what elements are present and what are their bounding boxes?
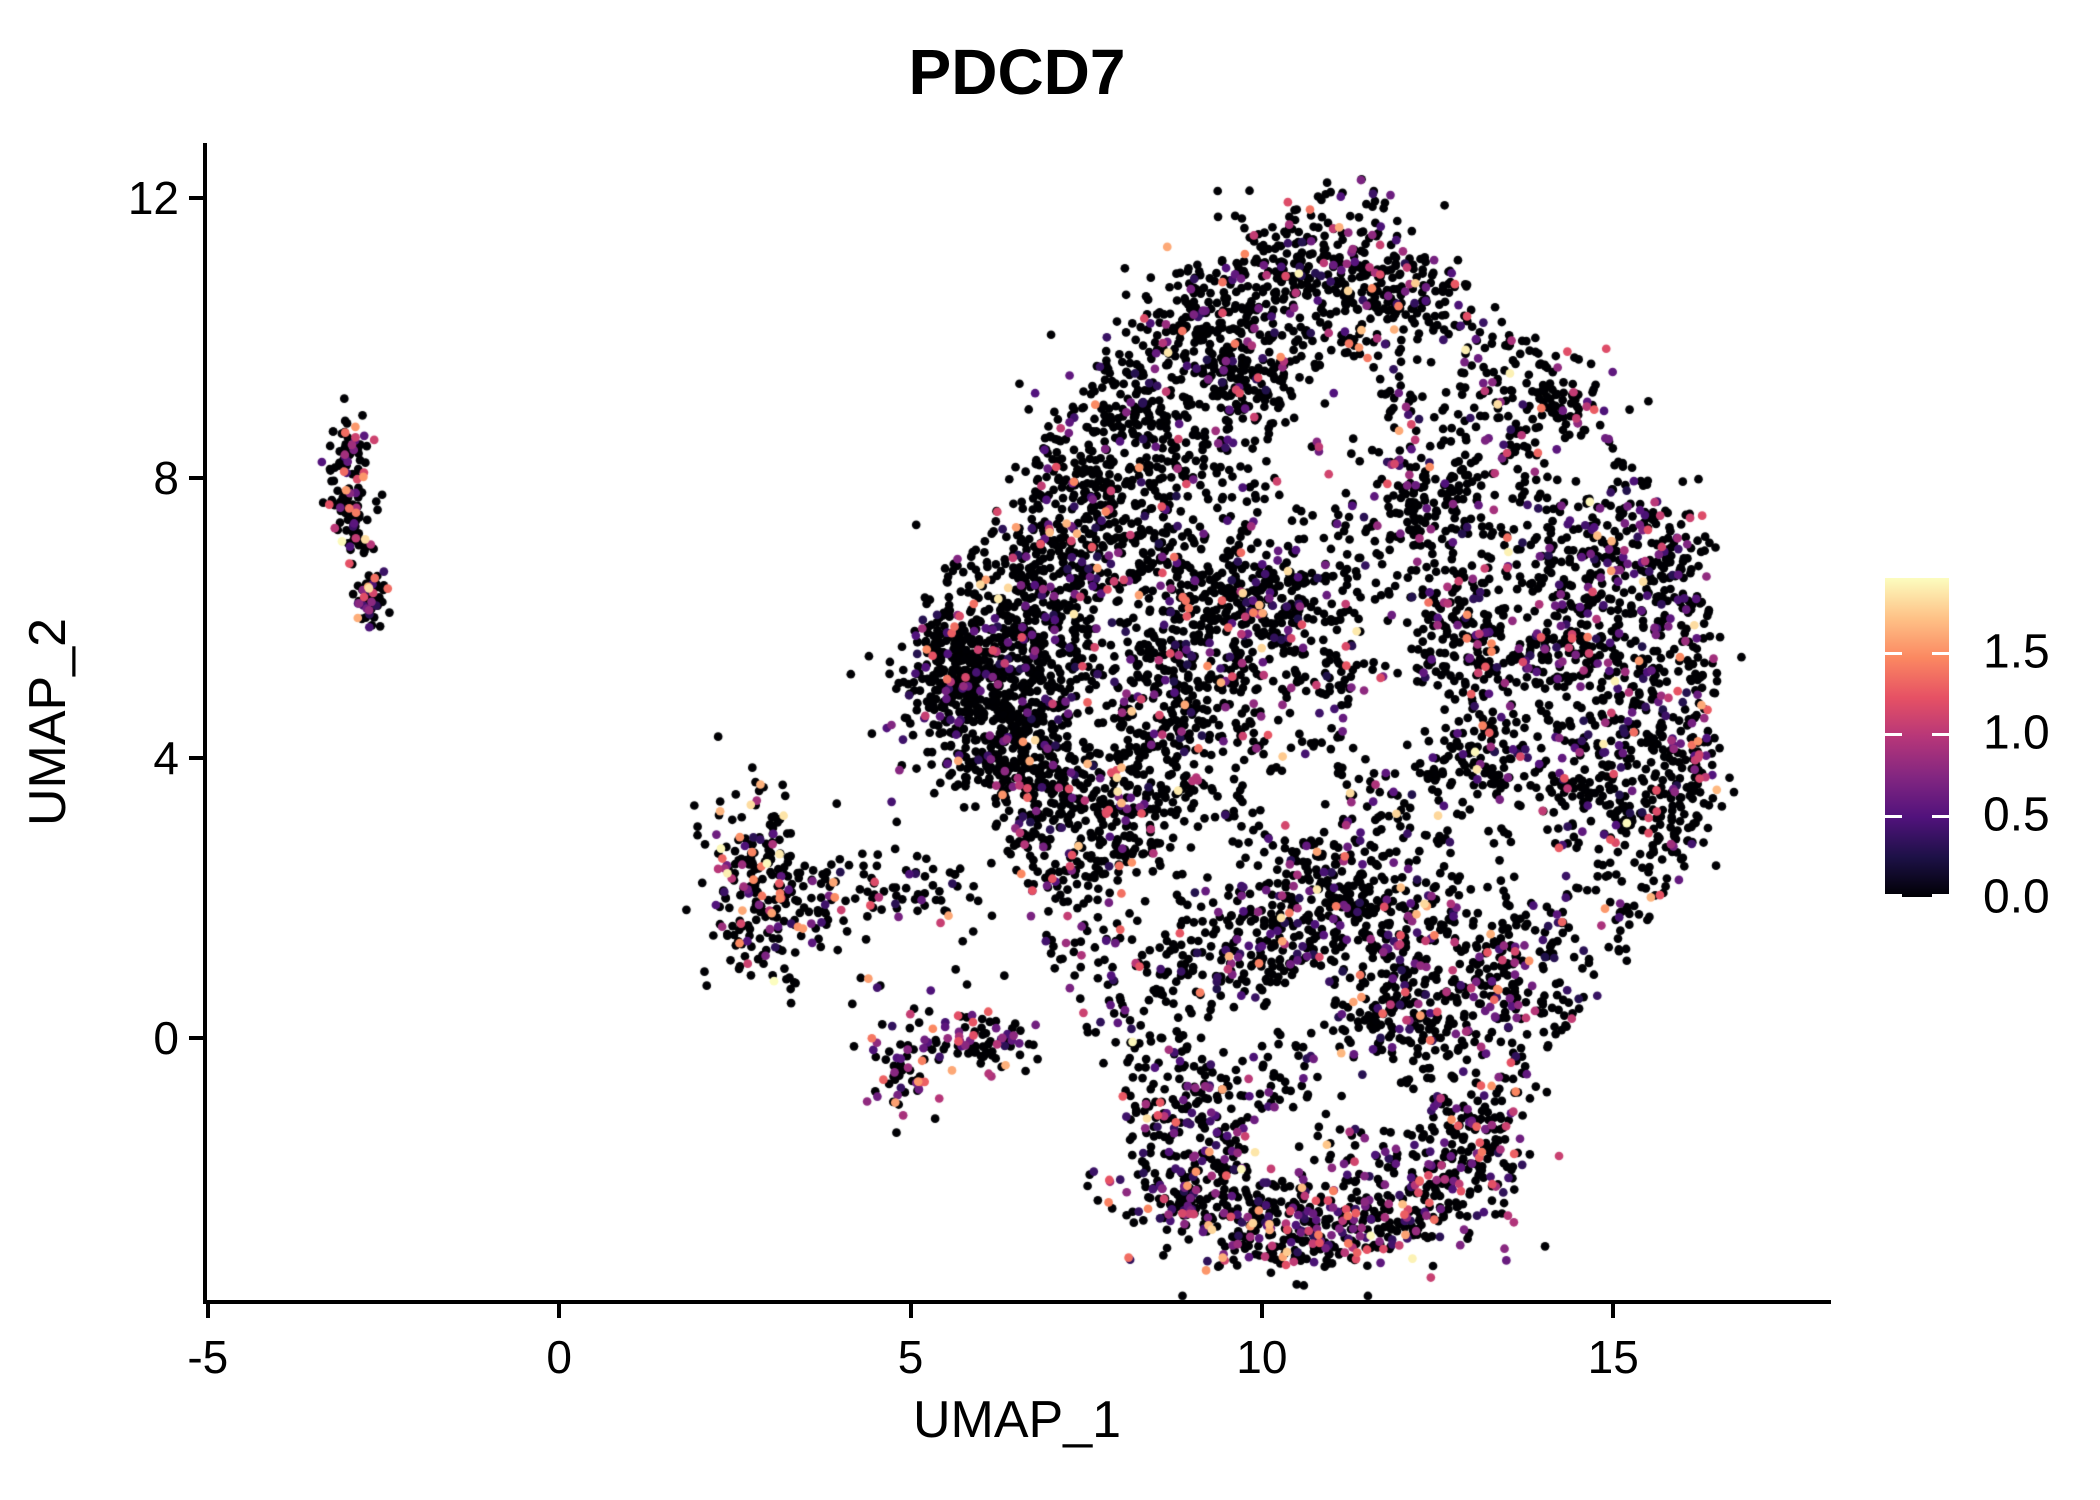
expression-colorbar [1885,578,1949,897]
colorbar-tick-mark [1932,733,1949,737]
x-tick-mark [908,1304,913,1318]
x-tick-label: 15 [1587,1331,1639,1383]
y-tick-label: 8 [153,452,179,505]
x-tick-mark [205,1304,210,1318]
colorbar-tick-label: 1.0 [1983,706,2050,760]
x-tick-mark [1259,1304,1264,1318]
colorbar-tick-mark [1932,894,1949,897]
y-tick-label: 0 [153,1012,179,1065]
colorbar-tick-label: 0.0 [1983,870,2050,924]
y-tick-mark [189,476,203,481]
colorbar-tick-mark [1932,815,1949,819]
colorbar-tick-label: 1.5 [1983,625,2050,679]
x-tick-label: 5 [897,1331,924,1383]
x-axis-title: UMAP_1 [912,1391,1122,1449]
colorbar-tick-mark [1885,894,1902,897]
x-tick-mark [1611,1304,1616,1318]
x-tick-label: 0 [546,1331,572,1383]
y-axis-line [203,143,207,1302]
y-tick-mark [189,1036,203,1041]
colorbar-tick-mark [1932,651,1949,655]
colorbar-tick-label: 0.5 [1983,788,2050,842]
y-tick-mark [189,756,203,761]
colorbar-tick-mark [1885,733,1902,737]
plot-title: PDCD7 [908,36,1126,108]
y-tick-label: 12 [127,172,179,225]
colorbar-tick-mark [1885,651,1902,655]
x-tick-mark [557,1304,562,1318]
colorbar-tick-mark [1885,815,1902,819]
x-tick-label: 10 [1236,1331,1288,1383]
x-tick-label: -5 [187,1331,229,1383]
y-tick-label: 4 [153,732,179,785]
y-axis-title: UMAP_2 [19,617,77,827]
x-axis-line [203,1300,1831,1304]
y-tick-mark [189,196,203,201]
